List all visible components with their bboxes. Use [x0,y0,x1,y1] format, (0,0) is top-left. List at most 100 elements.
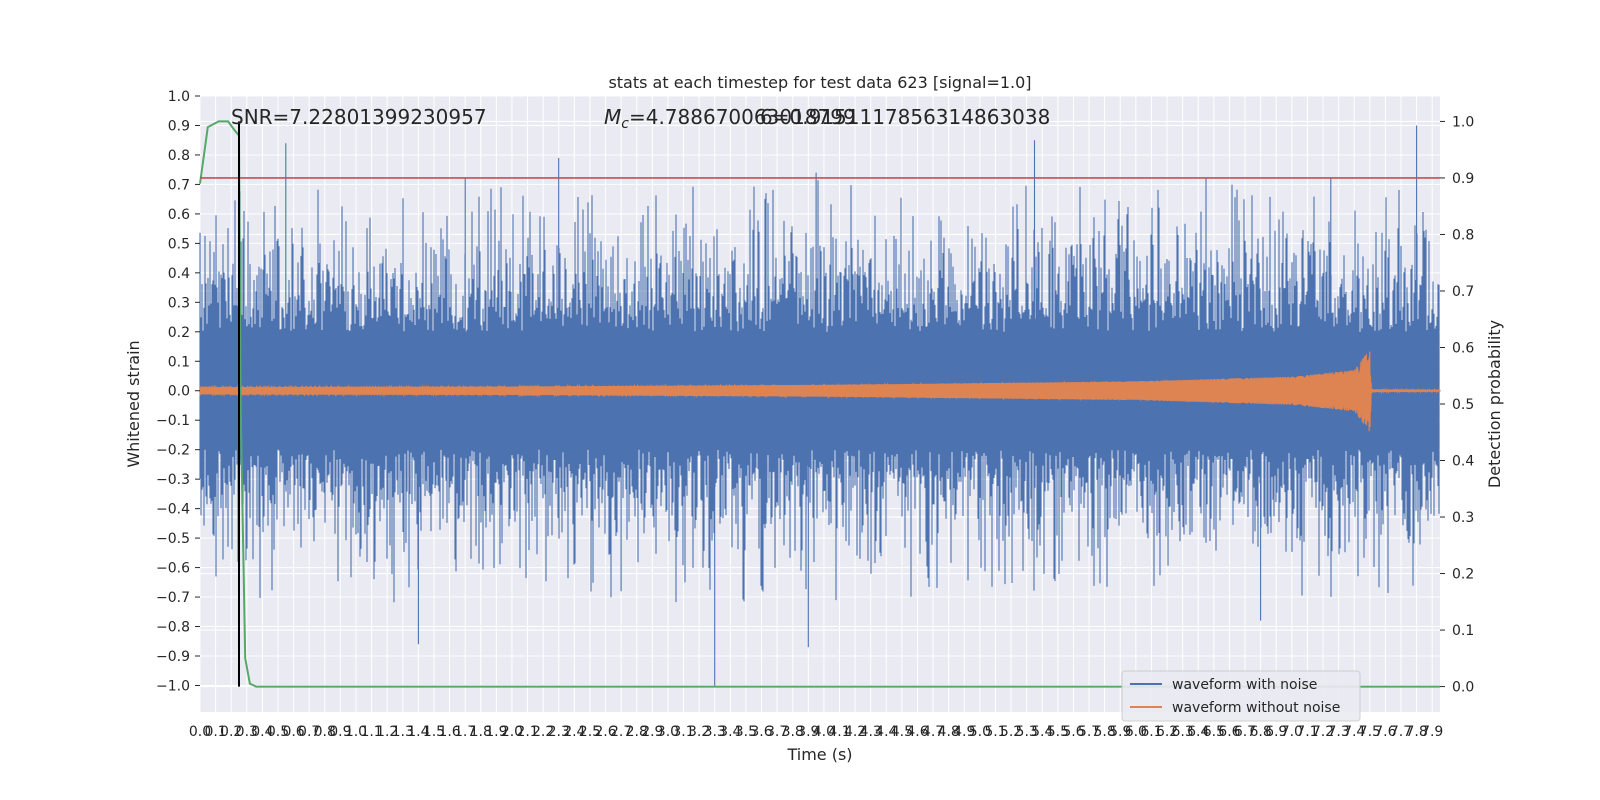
x-tick-label: 7.4 [1343,724,1365,740]
x-tick-label: 5.3 [1016,724,1038,740]
y-tick-label: 1.0 [168,89,190,105]
y-tick-label: −0.6 [156,561,190,577]
y-tick-label: −0.2 [156,443,190,459]
y-tick-label: −0.8 [156,620,190,636]
y-tick-label: −0.4 [156,502,190,518]
right-y-tick-label: 0.2 [1452,567,1474,583]
x-tick-label: 5.6 [1062,724,1084,740]
y-tick-label: −0.1 [156,413,190,429]
y-tick-label: −0.9 [156,649,190,665]
x-tick-label: 4.5 [891,724,913,740]
x-tick-label: 0.9 [329,724,351,740]
y-tick-label: −0.5 [156,531,190,547]
x-tick-label: 6.2 [1156,724,1178,740]
y-tick-label: 0.0 [168,384,190,400]
x-axis-label: Time (s) [786,745,852,764]
y-tick-label: 0.9 [168,118,190,134]
x-tick-label: 6.1 [1140,724,1162,740]
right-y-tick-label: 0.3 [1452,510,1474,526]
x-tick-label: 2.9 [641,724,663,740]
x-tick-label: 2.1 [516,724,538,740]
right-y-tick-label: 0.9 [1452,171,1474,187]
x-tick-label: 2.4 [563,724,585,740]
y-tick-label: 0.6 [168,207,190,223]
x-tick-label: 4.9 [953,724,975,740]
chart-title: stats at each timestep for test data 623… [608,73,1031,92]
y-tick-label: −1.0 [156,678,190,694]
x-tick-label: 0.4 [251,724,273,740]
chirp-mass-value: =4.788670063018799 [629,105,856,129]
x-tick-label: 1.4 [407,724,429,740]
right-y-tick-label: 1.0 [1452,114,1474,130]
y-tick-label: 0.2 [168,325,190,341]
x-tick-label: 2.5 [579,724,601,740]
x-tick-label: 2.2 [532,724,554,740]
legend-label-waveform-without-noise: waveform without noise [1172,700,1340,716]
x-tick-label: 4.1 [828,724,850,740]
y-tick-label: −0.7 [156,590,190,606]
x-tick-label: 0.1 [204,724,226,740]
x-tick-label: 2.8 [626,724,648,740]
x-tick-label: 6.9 [1265,724,1287,740]
x-tick-label: 3.3 [704,724,726,740]
legend: waveform with noise waveform without noi… [1121,670,1361,722]
series-waveform-without-noise [199,351,1441,432]
x-tick-label: 7.6 [1374,724,1396,740]
x-tick-label: 3.1 [672,724,694,740]
chirp-mass-subscript: c [621,116,629,132]
x-tick-label: 6.8 [1249,724,1271,740]
x-tick-label: 6.5 [1203,724,1225,740]
x-tick-label: 0.8 [314,724,336,740]
x-tick-label: 3.6 [750,724,772,740]
y-tick-label: 0.8 [168,148,190,164]
x-tick-label: 5.5 [1047,724,1069,740]
x-tick-label: 7.7 [1390,724,1412,740]
x-tick-label: 4.0 [813,724,835,740]
x-tick-label: 7.9 [1421,724,1443,740]
right-y-axis-label: Detection probability [1485,320,1504,488]
x-tick-label: 4.2 [844,724,866,740]
chirp-mass-annotation: Mc=4.788670063018799 [604,105,856,132]
x-tick-label: 3.5 [735,724,757,740]
x-tick-label: 4.4 [875,724,897,740]
x-tick-label: 3.7 [766,724,788,740]
x-tick-label: 2.6 [594,724,616,740]
x-tick-label: 7.3 [1327,724,1349,740]
right-y-tick-label: 0.8 [1452,227,1474,243]
right-y-tick-label: 0.6 [1452,340,1474,356]
x-tick-label: 1.5 [423,724,445,740]
x-tick-label: 3.0 [657,724,679,740]
x-tick-label: 3.4 [719,724,741,740]
x-tick-label: 7.2 [1312,724,1334,740]
x-tick-label: 1.0 [345,724,367,740]
y-tick-label: 0.1 [168,354,190,370]
right-y-tick-label: 0.1 [1452,623,1474,639]
x-tick-label: 2.7 [610,724,632,740]
x-tick-label: 1.1 [360,724,382,740]
x-tick-label: 4.6 [906,724,928,740]
y-axis-label: Whitened strain [124,340,143,467]
x-tick-label: 1.7 [454,724,476,740]
x-tick-label: 1.2 [376,724,398,740]
x-tick-label: 7.5 [1359,724,1381,740]
y-tick-label: 0.7 [168,177,190,193]
right-y-tick-label: 0.0 [1452,680,1474,696]
legend-box [1121,670,1361,722]
x-tick-label: 0.0 [189,724,211,740]
x-tick-label: 0.6 [282,724,304,740]
x-tick-label: 0.5 [267,724,289,740]
overlap-annotation: 6=0.9151117856314863038 [760,105,1050,129]
x-tick-label: 7.1 [1296,724,1318,740]
x-tick-label: 2.3 [548,724,570,740]
x-tick-label: 5.1 [984,724,1006,740]
x-tick-label: 4.8 [938,724,960,740]
x-tick-label: 1.6 [438,724,460,740]
right-y-axis-ticks: 1.0 0.9 0.8 0.7 0.6 0.5 0.4 0.3 0.2 0.1 0.0 [1440,114,1474,696]
y-axis-ticks: 1.0 0.9 0.8 0.7 0.6 0.5 0.4 0.3 0.2 0.1 0.0 −0.1 −0.… [156,89,200,694]
x-tick-label: 0.7 [298,724,320,740]
x-tick-label: 4.3 [860,724,882,740]
x-tick-label: 1.3 [392,724,414,740]
x-tick-label: 5.9 [1109,724,1131,740]
x-tick-label: 6.6 [1218,724,1240,740]
